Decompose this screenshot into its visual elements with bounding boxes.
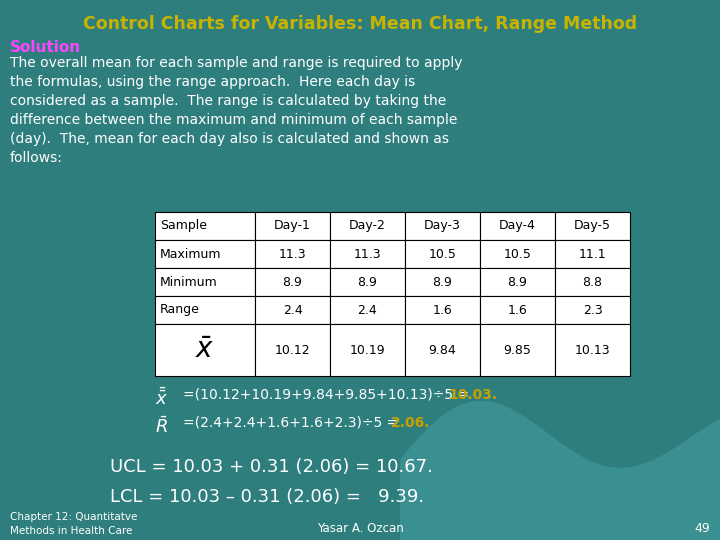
- Text: 8.9: 8.9: [282, 275, 302, 288]
- Text: 11.3: 11.3: [279, 247, 306, 260]
- Bar: [555, 296, 630, 324]
- Bar: [155, 296, 255, 324]
- Text: Yasar A. Ozcan: Yasar A. Ozcan: [317, 522, 403, 535]
- Text: 2.3: 2.3: [582, 303, 603, 316]
- Text: 49: 49: [694, 522, 710, 535]
- Text: Day-2: Day-2: [349, 219, 386, 233]
- Bar: [405, 212, 480, 240]
- Bar: [155, 212, 255, 240]
- Text: Range: Range: [160, 303, 200, 316]
- Bar: [480, 212, 555, 240]
- Text: Day-4: Day-4: [499, 219, 536, 233]
- Text: 10.19: 10.19: [350, 343, 385, 356]
- Bar: [155, 268, 255, 296]
- Text: Solution: Solution: [10, 40, 81, 55]
- Text: considered as a sample.  The range is calculated by taking the: considered as a sample. The range is cal…: [10, 94, 446, 108]
- Bar: [155, 240, 255, 268]
- Bar: [330, 296, 405, 324]
- Text: UCL = 10.03 + 0.31 (2.06) = 10.67.: UCL = 10.03 + 0.31 (2.06) = 10.67.: [110, 458, 433, 476]
- Polygon shape: [400, 401, 720, 540]
- Bar: [330, 268, 405, 296]
- Text: 9.84: 9.84: [428, 343, 456, 356]
- Text: 1.6: 1.6: [433, 303, 452, 316]
- Text: 8.9: 8.9: [508, 275, 528, 288]
- Text: Control Charts for Variables: Mean Chart, Range Method: Control Charts for Variables: Mean Chart…: [83, 15, 637, 33]
- Text: =(10.12+10.19+9.84+9.85+10.13)÷5 =: =(10.12+10.19+9.84+9.85+10.13)÷5 =: [183, 388, 474, 402]
- Text: 10.12: 10.12: [275, 343, 310, 356]
- Bar: [255, 240, 330, 268]
- Text: the formulas, using the range approach.  Here each day is: the formulas, using the range approach. …: [10, 75, 415, 89]
- Text: follows:: follows:: [10, 151, 63, 165]
- Bar: [255, 212, 330, 240]
- Text: $\bar{x}$: $\bar{x}$: [195, 336, 215, 364]
- Bar: [480, 268, 555, 296]
- Text: 10.13: 10.13: [575, 343, 611, 356]
- Bar: [330, 212, 405, 240]
- Bar: [255, 268, 330, 296]
- Text: $\bar{\bar{x}}$: $\bar{\bar{x}}$: [155, 388, 168, 409]
- Bar: [555, 268, 630, 296]
- Bar: [555, 212, 630, 240]
- Text: 2.4: 2.4: [283, 303, 302, 316]
- Text: (day).  The, mean for each day also is calculated and shown as: (day). The, mean for each day also is ca…: [10, 132, 449, 146]
- Bar: [330, 240, 405, 268]
- Text: 11.3: 11.3: [354, 247, 382, 260]
- Text: 8.8: 8.8: [582, 275, 603, 288]
- Bar: [405, 296, 480, 324]
- Text: $\bar{R}$: $\bar{R}$: [155, 416, 168, 437]
- Text: 10.5: 10.5: [428, 247, 456, 260]
- Text: =(2.4+2.4+1.6+1.6+2.3)÷5 =: =(2.4+2.4+1.6+1.6+2.3)÷5 =: [183, 416, 402, 430]
- Bar: [255, 324, 330, 376]
- Bar: [155, 324, 255, 376]
- Text: 10.5: 10.5: [503, 247, 531, 260]
- Bar: [555, 324, 630, 376]
- Text: Day-3: Day-3: [424, 219, 461, 233]
- Text: 2.4: 2.4: [358, 303, 377, 316]
- Bar: [330, 324, 405, 376]
- Text: 2.06.: 2.06.: [391, 416, 431, 430]
- Text: 8.9: 8.9: [433, 275, 452, 288]
- Text: LCL = 10.03 – 0.31 (2.06) =   9.39.: LCL = 10.03 – 0.31 (2.06) = 9.39.: [110, 488, 424, 506]
- Text: 9.85: 9.85: [503, 343, 531, 356]
- Bar: [405, 240, 480, 268]
- Text: difference between the maximum and minimum of each sample: difference between the maximum and minim…: [10, 113, 457, 127]
- Text: 1.6: 1.6: [508, 303, 527, 316]
- Text: Day-5: Day-5: [574, 219, 611, 233]
- Bar: [405, 324, 480, 376]
- Text: Chapter 12: Quantitatve
Methods in Health Care
Management: Chapter 12: Quantitatve Methods in Healt…: [10, 512, 138, 540]
- Text: Minimum: Minimum: [160, 275, 217, 288]
- Bar: [255, 296, 330, 324]
- Bar: [480, 240, 555, 268]
- Bar: [480, 324, 555, 376]
- Text: 8.9: 8.9: [358, 275, 377, 288]
- Bar: [480, 296, 555, 324]
- Text: 11.1: 11.1: [579, 247, 606, 260]
- Bar: [555, 240, 630, 268]
- Text: 10.03.: 10.03.: [448, 388, 497, 402]
- Bar: [405, 268, 480, 296]
- Text: The overall mean for each sample and range is required to apply: The overall mean for each sample and ran…: [10, 56, 462, 70]
- Text: Day-1: Day-1: [274, 219, 311, 233]
- Text: Maximum: Maximum: [160, 247, 222, 260]
- Text: Sample: Sample: [160, 219, 207, 233]
